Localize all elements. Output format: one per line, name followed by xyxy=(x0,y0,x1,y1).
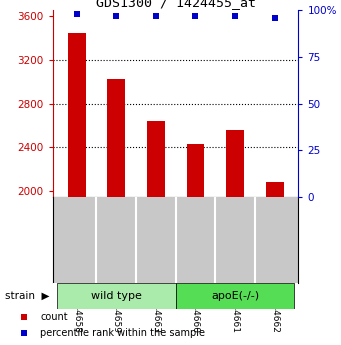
Bar xyxy=(266,183,283,197)
FancyBboxPatch shape xyxy=(57,283,176,309)
Text: wild type: wild type xyxy=(91,291,142,301)
Text: percentile rank within the sample: percentile rank within the sample xyxy=(40,328,205,338)
Point xyxy=(74,11,79,17)
Bar xyxy=(107,79,125,197)
Point xyxy=(232,13,238,19)
Bar xyxy=(147,121,165,197)
Bar xyxy=(68,33,86,197)
Title: GDS1300 / 1424455_at: GDS1300 / 1424455_at xyxy=(95,0,256,9)
Point xyxy=(323,99,328,105)
Point xyxy=(153,13,159,19)
Text: count: count xyxy=(40,312,68,322)
Text: apoE(-/-): apoE(-/-) xyxy=(211,291,259,301)
Text: strain  ▶: strain ▶ xyxy=(5,291,49,301)
FancyBboxPatch shape xyxy=(176,283,294,309)
Point xyxy=(272,15,277,21)
Point xyxy=(114,13,119,19)
Bar xyxy=(187,144,204,197)
Bar xyxy=(226,130,244,197)
Point xyxy=(323,248,328,254)
Point xyxy=(193,13,198,19)
